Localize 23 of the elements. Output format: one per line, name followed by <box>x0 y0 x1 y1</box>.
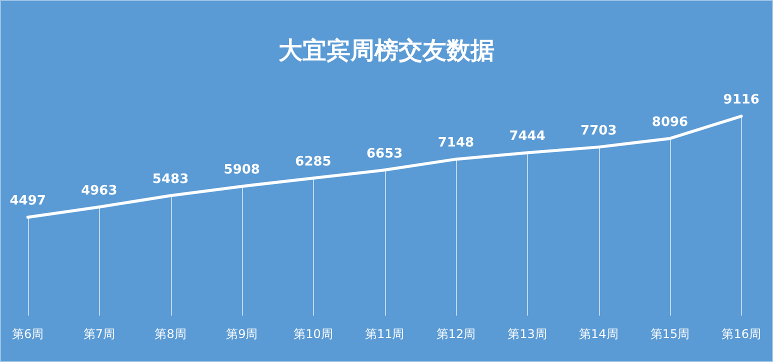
chart-title: 大宜宾周榜交友数据 <box>278 36 494 65</box>
x-tick-label: 第12周 <box>436 326 476 341</box>
x-tick-label: 第14周 <box>579 326 618 341</box>
data-label: 5483 <box>152 172 189 188</box>
data-label: 6285 <box>295 154 332 170</box>
data-label: 7444 <box>509 129 546 144</box>
x-tick-label: 第13周 <box>508 326 547 341</box>
data-label: 4963 <box>81 183 118 198</box>
x-tick-label: 第10周 <box>294 326 333 341</box>
x-tick-label: 第9周 <box>226 326 258 341</box>
data-label: 7703 <box>580 123 617 138</box>
x-tick-label: 第8周 <box>154 326 186 341</box>
data-label: 4497 <box>10 194 46 209</box>
data-label: 5908 <box>224 162 260 178</box>
data-label: 9116 <box>723 92 760 108</box>
x-tick-label: 第7周 <box>83 326 115 341</box>
x-tick-label: 第15周 <box>650 326 690 341</box>
x-tick-label: 第16周 <box>722 326 762 341</box>
data-label: 8096 <box>652 114 688 130</box>
x-tick-label: 第6周 <box>12 326 44 341</box>
data-label: 6653 <box>366 146 403 162</box>
x-tick-label: 第11周 <box>364 326 404 341</box>
data-label: 7148 <box>438 136 474 151</box>
